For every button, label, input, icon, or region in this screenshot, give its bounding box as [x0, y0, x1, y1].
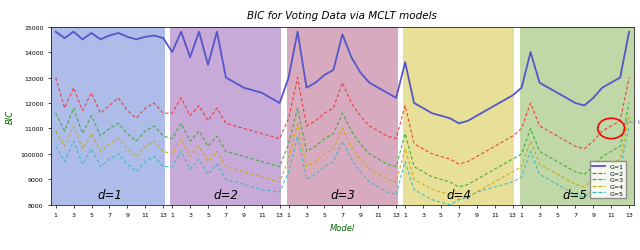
Bar — [51, 28, 168, 205]
Bar — [168, 28, 284, 205]
Text: d=4: d=4 — [447, 188, 471, 201]
X-axis label: Model: Model — [330, 223, 355, 232]
Text: d=1: d=1 — [97, 188, 122, 201]
Bar — [515, 28, 520, 205]
Text: d=5: d=5 — [563, 188, 588, 201]
Bar — [517, 28, 634, 205]
Text: d=2: d=2 — [214, 188, 238, 201]
Legend: G=1, G=2, G=3, G=4, G=5: G=1, G=2, G=3, G=4, G=5 — [590, 162, 627, 198]
Title: BIC for Voting Data via MCLT models: BIC for Voting Data via MCLT models — [248, 11, 437, 21]
Text: G=2 best G=2, p=1 BIC: G=2 best G=2, p=1 BIC — [625, 120, 640, 125]
Bar — [284, 28, 401, 205]
Bar — [282, 28, 287, 205]
Bar — [401, 28, 517, 205]
Bar — [398, 28, 403, 205]
Text: d=3: d=3 — [330, 188, 355, 201]
Y-axis label: BIC: BIC — [6, 109, 15, 123]
Bar — [165, 28, 170, 205]
